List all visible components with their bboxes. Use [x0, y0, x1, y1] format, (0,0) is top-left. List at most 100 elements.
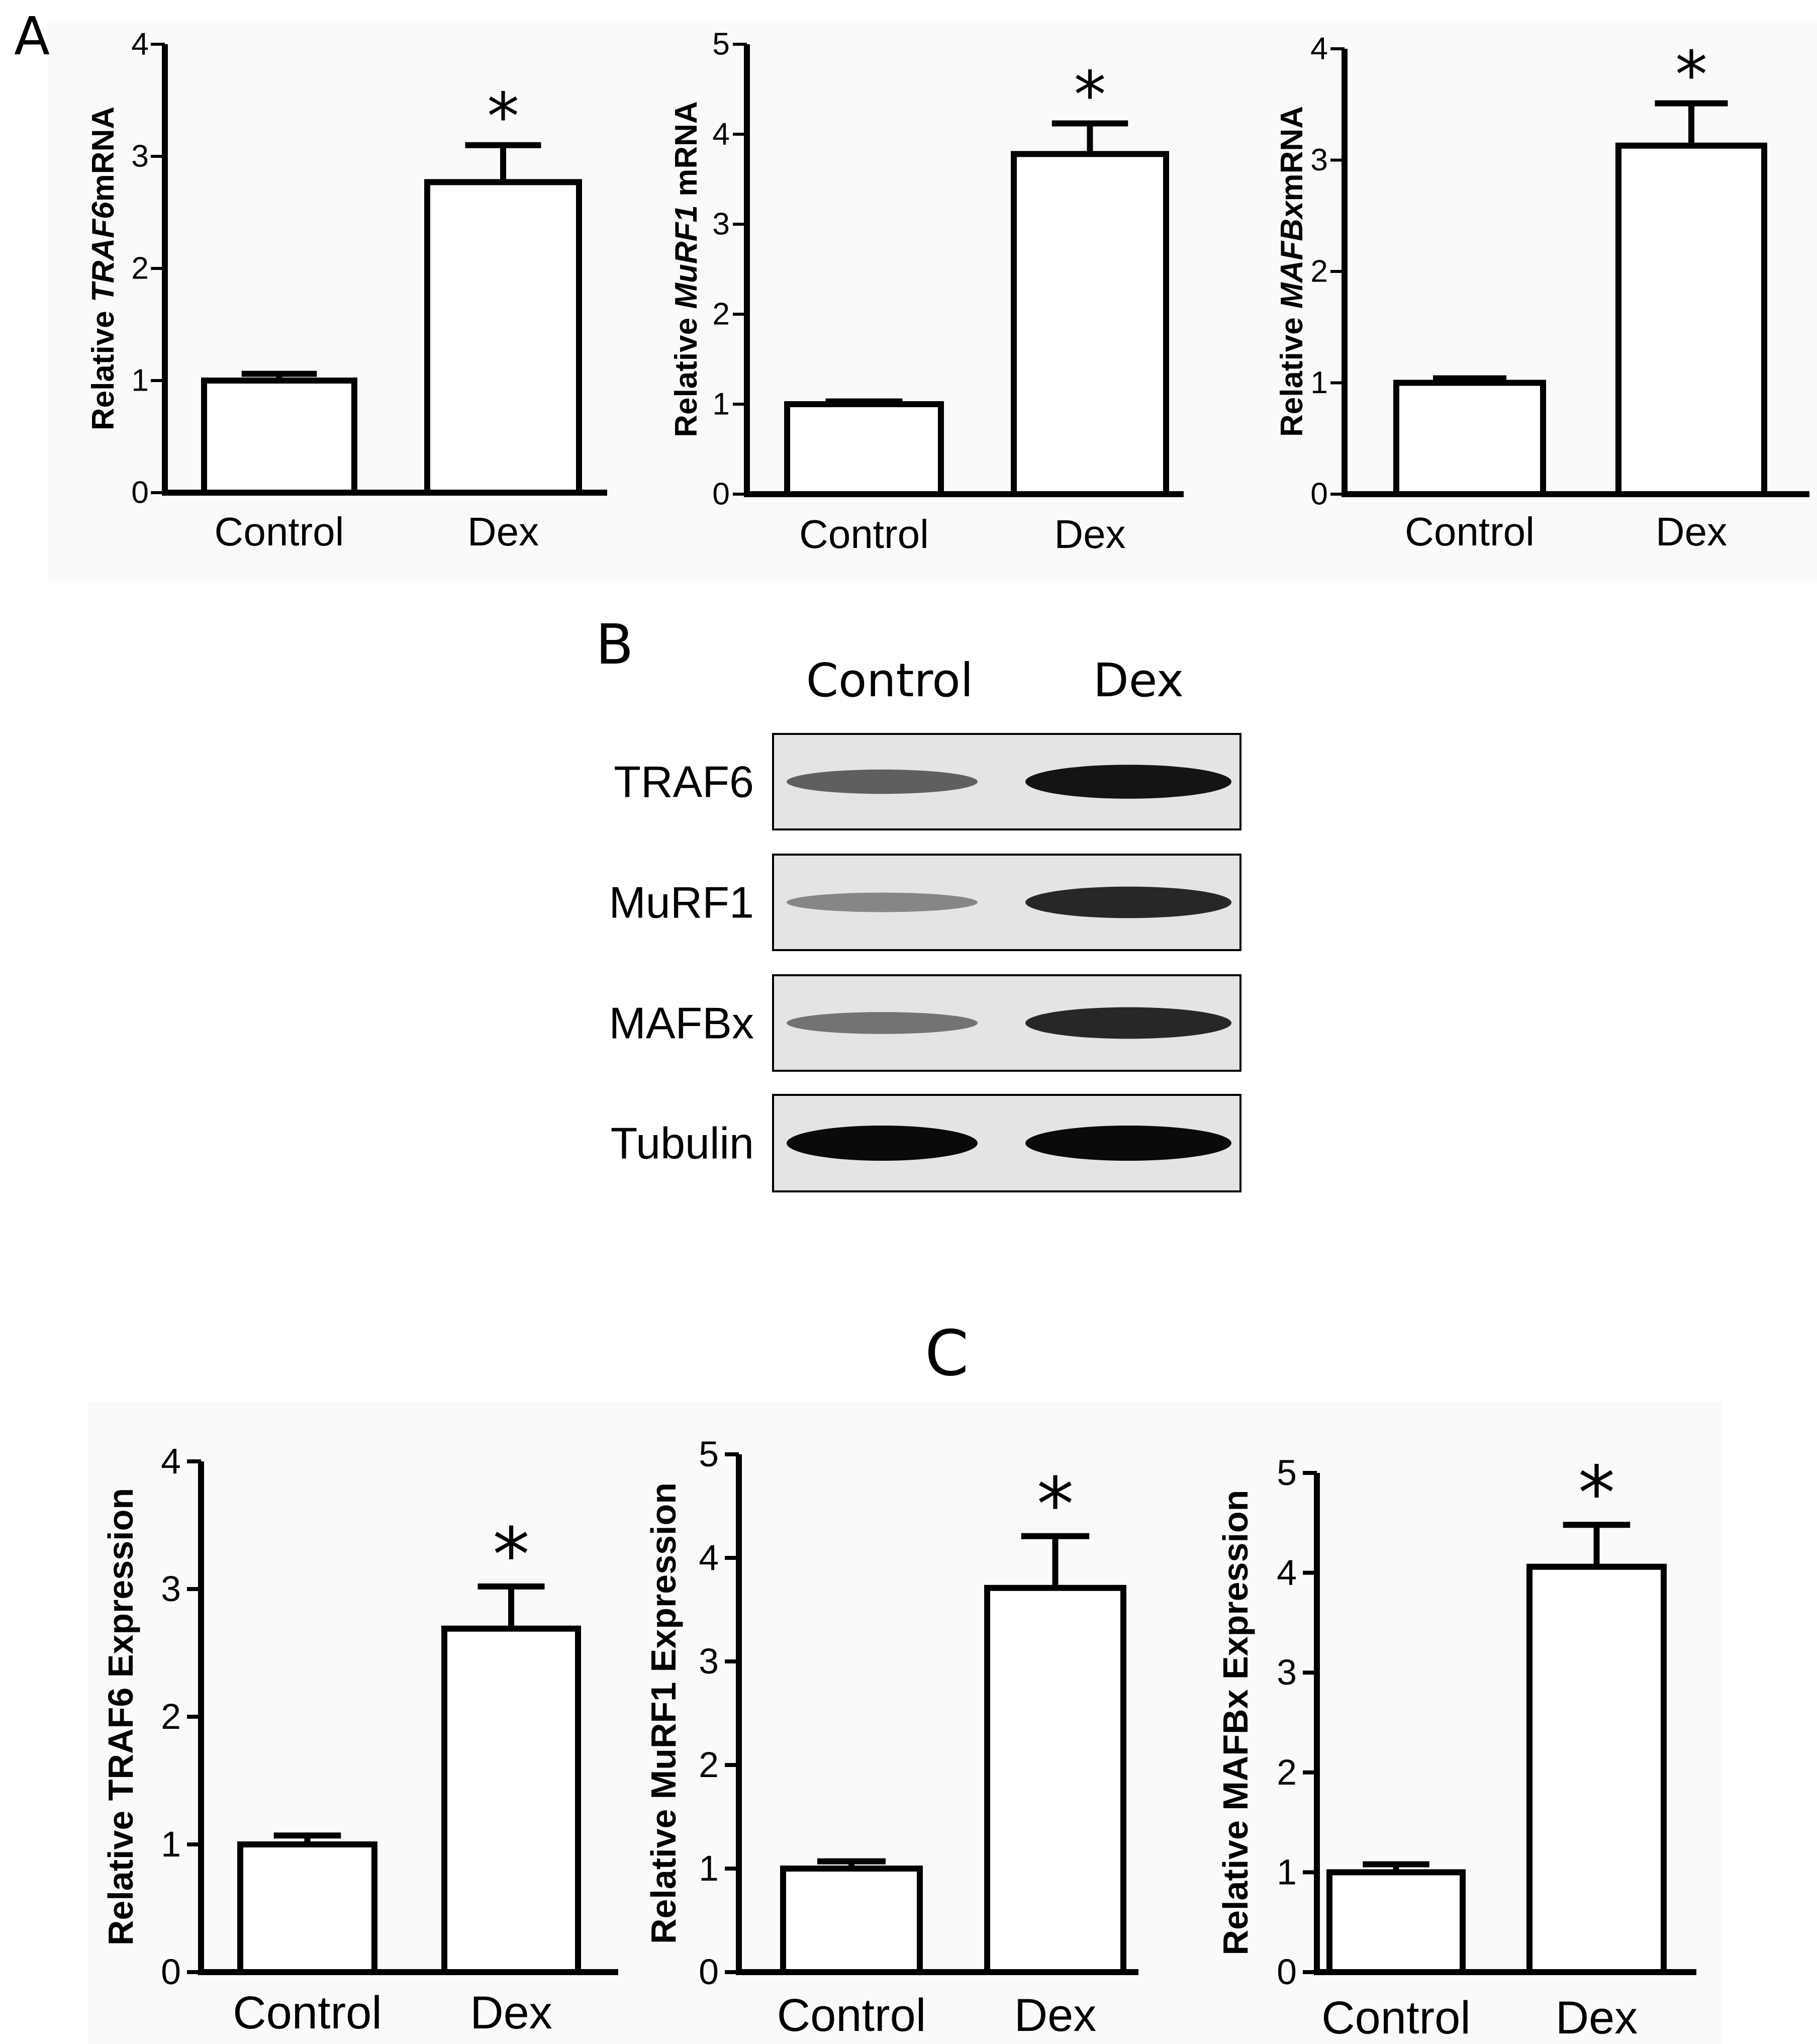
y-axis-label: Relative TRAF6mRNA	[86, 107, 121, 430]
y-axis-label: Relative MuRF1 mRNA	[669, 101, 704, 437]
significance-asterisk: *	[493, 1512, 530, 1598]
blot-band-control	[787, 892, 978, 912]
y-axis-label-part: Relative MuRF1 Expression	[644, 1482, 683, 1944]
chart-c1: 0 1 2 3 4 Relative TRAF6 Expression Control * De…	[101, 1441, 618, 2038]
y-tick-label: 4	[1277, 1553, 1297, 1593]
x-tick-label: Control	[233, 1987, 382, 2038]
bar-dex	[1526, 1563, 1667, 1976]
y-axis-label: Relative TRAF6 Expression	[101, 1488, 140, 1945]
x-tick-label: Control	[777, 1990, 926, 2041]
bar-dex	[1011, 151, 1169, 497]
y-tick-label: 0	[699, 1952, 719, 1992]
y-axis-label-part: TRAF6	[86, 202, 121, 302]
blot-lane-label-dex: Dex	[1093, 654, 1184, 707]
significance-asterisk: *	[1578, 1450, 1615, 1536]
western-blot: Control Dex TRAF6 MuRF1 MAFBx Tubulin	[609, 654, 1241, 1192]
x-tick-label: Control	[1321, 1992, 1471, 2043]
blot-protein-label: Tubulin	[611, 1119, 754, 1168]
blot-lane-label-control: Control	[806, 654, 974, 707]
y-axis-label-part: Relative	[1275, 309, 1309, 437]
y-tick-label: 4	[131, 27, 149, 62]
blot-protein-label: MuRF1	[609, 878, 754, 927]
blot-band-dex	[1025, 765, 1231, 799]
x-tick-label: Dex	[1054, 512, 1125, 556]
panel-label-b: B	[596, 612, 633, 677]
y-tick-label: 2	[1310, 254, 1328, 289]
y-tick-label: 5	[1277, 1453, 1297, 1493]
y-tick-label: 1	[131, 363, 149, 398]
y-tick-label: 0	[712, 477, 730, 512]
blot-protein-label: MAFBx	[609, 998, 754, 1048]
significance-asterisk: *	[1037, 1461, 1074, 1548]
bar-control	[1326, 1869, 1466, 1975]
y-tick-label: 2	[161, 1697, 181, 1737]
y-tick-label: 1	[699, 1848, 719, 1889]
y-tick-label: 4	[712, 117, 730, 152]
y-tick-label: 5	[699, 1434, 719, 1474]
bar-dex	[424, 179, 582, 496]
panel-label-c: C	[925, 1317, 969, 1390]
y-tick-label: 4	[161, 1441, 181, 1481]
x-tick-label: Dex	[1556, 1992, 1638, 2043]
y-axis-label-part: Relative MAFBx Expression	[1216, 1490, 1255, 1956]
panel-label-a: A	[14, 6, 50, 67]
y-tick-label: 3	[131, 139, 149, 174]
y-tick-label: 4	[1310, 32, 1328, 66]
y-tick-label: 1	[712, 387, 730, 422]
bar-control	[237, 1841, 377, 1975]
chart-a3: 0 1 2 3 4 Relative MAFBxmRNA Control * Dex	[1275, 32, 1809, 554]
bar-dex	[984, 1585, 1126, 1975]
blot-row-mafbx: MAFBx	[609, 974, 1241, 1072]
y-tick-label: 0	[1310, 477, 1328, 512]
blot-band-dex	[1025, 1126, 1231, 1161]
bar-control	[201, 378, 357, 496]
y-axis-label: Relative MuRF1 Expression	[644, 1482, 683, 1944]
y-tick-label: 1	[161, 1824, 181, 1865]
significance-asterisk: *	[487, 80, 519, 155]
x-tick-label: Dex	[467, 509, 539, 554]
y-axis-label-part: mRNA	[1275, 106, 1309, 201]
bar-control	[784, 401, 944, 497]
y-tick-label: 3	[1277, 1652, 1297, 1693]
y-axis-label-part: Relative	[669, 309, 704, 437]
x-tick-label: Control	[215, 509, 344, 554]
bar-dex	[1615, 142, 1767, 497]
y-tick-label: 2	[712, 297, 730, 332]
y-axis-label-part: Relative	[86, 302, 121, 430]
blot-row-murf1: MuRF1	[609, 854, 1241, 951]
y-axis-label-part: mRNA	[86, 107, 121, 202]
y-tick-label: 0	[131, 476, 149, 510]
y-tick-label: 2	[131, 251, 149, 286]
y-tick-label: 3	[712, 207, 730, 242]
chart-a1: 0 1 2 3 4 Relative TRAF6mRNA Control * Dex	[86, 27, 607, 554]
y-tick-label: 2	[1277, 1752, 1297, 1793]
significance-asterisk: *	[1675, 38, 1707, 113]
significance-asterisk: *	[1074, 58, 1106, 133]
y-tick-label: 3	[699, 1641, 719, 1682]
y-axis-label: Relative MAFBxmRNA	[1275, 106, 1309, 437]
blot-row-tubulin: Tubulin	[611, 1094, 1241, 1192]
y-axis-label-part: Relative TRAF6 Expression	[101, 1488, 140, 1945]
y-tick-label: 0	[161, 1952, 181, 1992]
y-axis-label-part: mRNA	[669, 101, 704, 205]
y-tick-label: 5	[712, 27, 730, 62]
x-tick-label: Control	[1405, 509, 1535, 554]
blot-row-traf6: TRAF6	[614, 733, 1241, 830]
blot-band-control	[787, 769, 978, 794]
blot-protein-label: TRAF6	[614, 757, 754, 807]
chart-c2: 0 1 2 3 4 5 Relative MuRF1 Expression Control * D…	[644, 1434, 1138, 2041]
blot-band-dex	[1025, 886, 1231, 918]
y-axis-label-part: MuRF1	[669, 205, 704, 309]
y-tick-label: 1	[1277, 1852, 1297, 1892]
blot-band-control	[787, 1012, 978, 1034]
x-tick-label: Dex	[1656, 509, 1727, 554]
y-tick-label: 4	[699, 1538, 719, 1578]
y-axis-label: Relative MAFBx Expression	[1216, 1490, 1255, 1956]
bar-control	[1393, 380, 1546, 497]
y-tick-label: 2	[699, 1745, 719, 1785]
chart-c3: 0 1 2 3 4 5 Relative MAFBx Expression Control * D…	[1216, 1450, 1696, 2043]
y-tick-label: 0	[1277, 1952, 1297, 1992]
bar-dex	[441, 1625, 581, 1975]
